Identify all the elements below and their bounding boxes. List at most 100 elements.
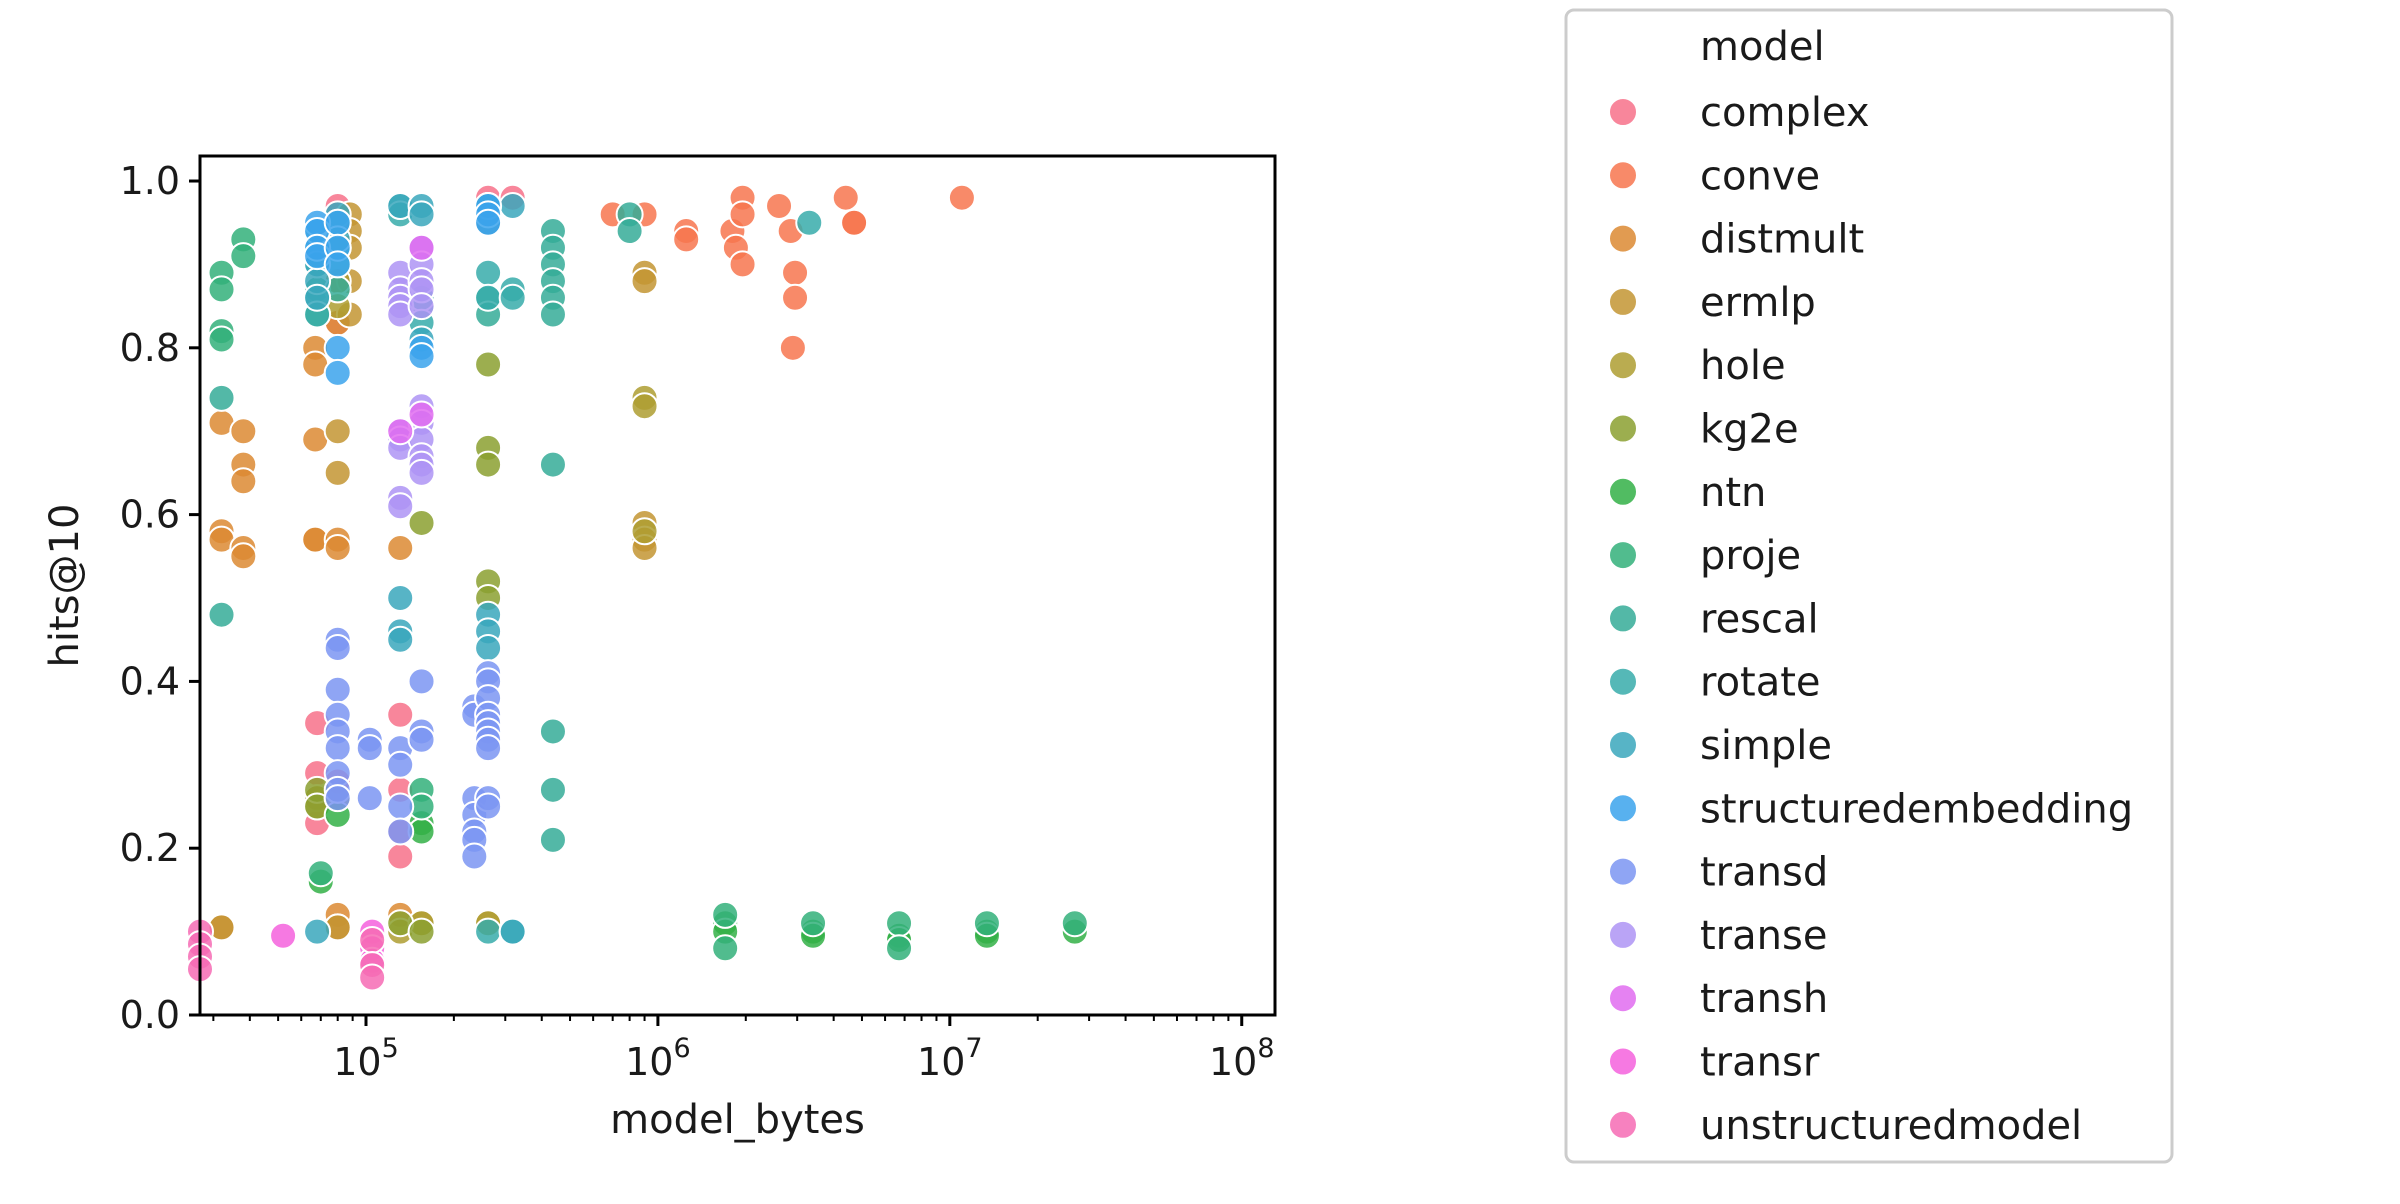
- data-point-proje: [885, 909, 914, 938]
- legend-label-distmult: distmult: [1700, 217, 1864, 263]
- x-tick-base: 10: [917, 1040, 965, 1084]
- legend-marker-complex: [1608, 97, 1638, 127]
- data-point-proje: [1060, 909, 1089, 938]
- data-point-simple: [303, 917, 332, 946]
- legend-label-ntn: ntn: [1700, 470, 1766, 516]
- x-tick-label: 106: [625, 1033, 691, 1084]
- data-point-ermlp: [323, 458, 352, 487]
- data-point-proje: [306, 859, 335, 888]
- data-point-transh: [407, 400, 436, 429]
- data-point-transe: [407, 292, 436, 321]
- data-point-transh: [407, 233, 436, 262]
- data-point-proje: [972, 909, 1001, 938]
- legend-marker-hole: [1608, 350, 1638, 381]
- legend-label-conve: conve: [1700, 153, 1820, 199]
- data-point-kg2e: [474, 450, 503, 479]
- data-point-transd: [407, 667, 436, 696]
- data-point-simple: [474, 634, 503, 663]
- series-transh: [386, 233, 436, 446]
- data-point-rotate: [474, 258, 503, 287]
- plot-frame: [198, 154, 1277, 1017]
- data-point-conve: [778, 333, 807, 362]
- legend-label-proje: proje: [1700, 533, 1801, 579]
- data-point-conve: [728, 250, 757, 279]
- legend-marker-conve: [1608, 160, 1638, 191]
- legend-label-ermlp: ermlp: [1700, 280, 1816, 326]
- legend-marker-ntn: [1608, 476, 1638, 507]
- data-point-structuredembedding: [323, 208, 352, 237]
- data-point-transd: [323, 634, 352, 663]
- data-point-rescal: [538, 450, 567, 479]
- data-point-ermlp: [630, 267, 659, 296]
- y-tick-label: 1.0: [120, 159, 180, 203]
- data-point-proje: [711, 900, 740, 929]
- points-layer: [186, 183, 1089, 992]
- data-point-proje: [885, 934, 914, 963]
- legend-label-rescal: rescal: [1700, 596, 1819, 642]
- y-tick-label: 0.4: [120, 659, 180, 703]
- x-tick-exponent: 5: [382, 1033, 399, 1064]
- data-point-conve: [728, 200, 757, 229]
- data-point-structuredembedding: [407, 342, 436, 371]
- data-point-conve: [840, 208, 869, 237]
- series-conve: [598, 183, 976, 362]
- legend-marker-kg2e: [1608, 413, 1638, 444]
- legend-label-kg2e: kg2e: [1700, 407, 1799, 453]
- legend-marker-transh: [1608, 983, 1638, 1014]
- data-point-transd: [355, 784, 384, 813]
- legend-marker-transd: [1608, 856, 1638, 887]
- legend-label-hole: hole: [1700, 343, 1786, 389]
- data-point-structuredembedding: [474, 208, 503, 237]
- data-point-distmult: [229, 417, 258, 446]
- y-axis-label: hits@10: [42, 504, 88, 668]
- data-point-conve: [781, 258, 810, 287]
- data-point-rescal: [207, 600, 236, 629]
- data-point-simple: [407, 200, 436, 229]
- series-transd: [323, 625, 503, 871]
- data-point-complex: [386, 700, 415, 729]
- data-point-rescal: [538, 825, 567, 854]
- legend-marker-transe: [1608, 919, 1638, 950]
- data-point-transd: [323, 734, 352, 763]
- data-point-transd: [460, 842, 489, 871]
- data-point-simple: [498, 917, 527, 946]
- x-tick-exponent: 6: [673, 1033, 690, 1064]
- series-transe: [386, 233, 436, 521]
- data-point-transh: [386, 417, 415, 446]
- data-point-transd: [323, 675, 352, 704]
- data-point-unstructuredmodel: [358, 963, 387, 992]
- legend-label-structuredembedding: structuredembedding: [1700, 786, 2133, 832]
- x-tick-exponent: 8: [1257, 1033, 1274, 1064]
- data-point-transd: [474, 734, 503, 763]
- data-point-transr: [269, 921, 298, 950]
- data-point-proje: [207, 325, 236, 354]
- legend-label-simple: simple: [1700, 723, 1832, 769]
- data-point-structuredembedding: [323, 358, 352, 387]
- data-point-distmult: [229, 542, 258, 571]
- x-tick-base: 10: [1209, 1040, 1257, 1084]
- legend-marker-unstructuredmodel: [1608, 1109, 1638, 1140]
- legend-marker-proje: [1608, 540, 1638, 571]
- legend-marker-distmult: [1608, 223, 1638, 254]
- x-tick-label: 108: [1209, 1033, 1275, 1084]
- y-tick-label: 0.2: [120, 826, 180, 870]
- data-point-proje: [711, 934, 740, 963]
- legend-label-complex: complex: [1700, 90, 1870, 136]
- data-point-simple: [386, 584, 415, 613]
- data-point-conve: [765, 192, 794, 221]
- data-point-structuredembedding: [323, 333, 352, 362]
- y-tick-label: 0.0: [120, 993, 180, 1037]
- legend-label-unstructuredmodel: unstructuredmodel: [1700, 1103, 2082, 1149]
- data-point-rescal: [538, 775, 567, 804]
- legend-title: model: [1700, 24, 1825, 70]
- data-point-complex: [386, 842, 415, 871]
- data-point-distmult: [229, 467, 258, 496]
- y-tick-label: 0.8: [120, 326, 180, 370]
- data-point-proje: [207, 275, 236, 304]
- data-point-rotate: [474, 283, 503, 312]
- legend-box: [1564, 8, 2174, 1164]
- legend-marker-rotate: [1608, 666, 1638, 697]
